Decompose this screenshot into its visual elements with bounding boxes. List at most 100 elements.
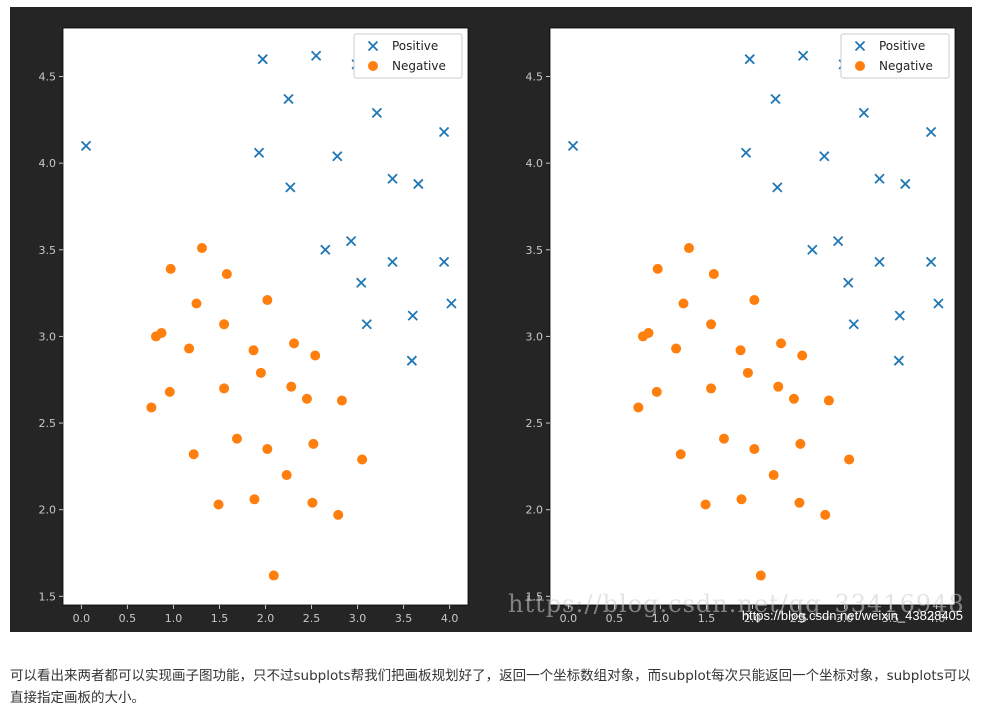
negative-point <box>776 338 787 349</box>
legend-marker-positive <box>854 40 866 52</box>
negative-point <box>219 383 230 394</box>
positive-stroke <box>438 126 450 138</box>
negative-point <box>191 298 202 309</box>
x-tick-label: 4.0 <box>441 612 459 625</box>
negative-point <box>231 433 242 444</box>
y-tick-label: 2.0 <box>39 504 57 517</box>
positive-point <box>893 355 904 366</box>
y-tick-label: 1.5 <box>39 590 57 603</box>
negative-point <box>671 343 682 354</box>
negative-point <box>675 449 686 460</box>
negative-point <box>150 331 161 342</box>
negative-point <box>255 367 266 378</box>
positive-stroke <box>567 140 579 151</box>
negative-point <box>768 470 779 481</box>
negative-point <box>357 454 368 465</box>
positive-point <box>858 107 870 119</box>
x-tick-label: 2.5 <box>303 612 321 625</box>
positive-point <box>843 277 854 288</box>
negative-point <box>797 350 808 361</box>
positive-stroke <box>843 277 854 288</box>
positive-point <box>567 140 579 151</box>
negative-point <box>262 444 273 455</box>
positive-stroke <box>253 147 265 158</box>
positive-point <box>925 256 937 268</box>
positive-point <box>894 310 905 321</box>
plot-area <box>62 27 469 606</box>
negative-point <box>718 433 729 444</box>
y-tick-label: 4.5 <box>526 71 544 84</box>
positive-stroke <box>345 235 357 247</box>
negative-point <box>844 454 855 465</box>
positive-stroke <box>744 54 755 65</box>
negative-point <box>249 494 260 505</box>
negative-point <box>188 449 199 460</box>
negative-point <box>289 338 300 349</box>
legend: Positive Negative <box>353 33 463 79</box>
negative-point <box>820 509 831 520</box>
positive-point <box>925 126 937 138</box>
subplot-right: 0.0 0.5 1.0 1.5 2.0 2.5 3.0 3.5 4.0 1.5 2.0 2.5 3.0 3… <box>526 27 956 625</box>
negative-point <box>678 298 689 309</box>
positive-stroke <box>406 355 417 366</box>
positive-point <box>797 50 809 61</box>
positive-point <box>406 355 417 366</box>
positive-point <box>361 319 372 330</box>
negative-point <box>706 383 717 394</box>
y-tick-label: 3.0 <box>526 330 544 343</box>
negative-point <box>286 381 297 392</box>
positive-point <box>285 182 296 193</box>
negative-point <box>795 438 806 449</box>
positive-point <box>848 319 859 330</box>
positive-point <box>332 151 343 162</box>
positive-point <box>320 244 331 255</box>
positive-stroke <box>407 310 418 321</box>
positive-stroke <box>283 93 294 105</box>
positive-stroke <box>894 310 905 321</box>
positive-stroke <box>874 173 885 184</box>
y-tick-label: 3.0 <box>39 330 57 343</box>
negative-point <box>307 497 318 508</box>
negative-point <box>196 243 207 254</box>
legend-frame <box>353 33 463 79</box>
positive-stroke <box>320 244 331 255</box>
positive-stroke <box>807 244 818 255</box>
y-tick-label: 3.5 <box>39 244 57 257</box>
x-tick-label: 2.0 <box>257 612 275 625</box>
negative-point <box>333 509 344 520</box>
positive-point <box>310 50 322 61</box>
y-tick-label: 2.5 <box>526 417 544 430</box>
negative-point <box>336 395 347 406</box>
x-tick-label: 3.0 <box>836 612 854 625</box>
negative-point <box>788 393 799 404</box>
subplot-left: 0.0 0.5 1.0 1.5 2.0 2.5 3.0 3.5 4.0 1.5 2.0 2.5 3.0 3… <box>39 27 469 625</box>
positive-point <box>345 235 357 247</box>
x-tick-label: 4.0 <box>928 612 946 625</box>
legend-frame <box>840 33 950 79</box>
negative-point <box>637 331 648 342</box>
positive-point <box>819 151 830 162</box>
positive-stroke <box>371 107 383 119</box>
positive-point <box>874 173 885 184</box>
negative-point <box>310 350 321 361</box>
positive-stroke <box>332 151 343 162</box>
negative-point <box>262 295 273 306</box>
x-tick-label: 3.0 <box>349 612 367 625</box>
x-tick-label: 0.0 <box>560 612 578 625</box>
watermark-corner: https://blog.csdn.net/weixin_43828405 <box>742 608 963 623</box>
positive-stroke <box>413 178 424 190</box>
positive-stroke <box>387 256 398 268</box>
positive-point <box>283 93 294 105</box>
y-tick-label: 2.5 <box>39 417 57 430</box>
positive-stroke <box>900 178 911 190</box>
legend-label: Positive <box>392 39 438 53</box>
negative-point <box>794 497 805 508</box>
legend-marker-negative <box>368 61 378 71</box>
positive-point <box>257 54 268 65</box>
negative-point <box>742 367 753 378</box>
positive-point <box>438 126 450 138</box>
y-tick-label: 4.0 <box>526 157 544 170</box>
positive-stroke <box>310 50 322 61</box>
y-tick-label: 4.5 <box>39 71 57 84</box>
positive-stroke <box>438 256 450 268</box>
